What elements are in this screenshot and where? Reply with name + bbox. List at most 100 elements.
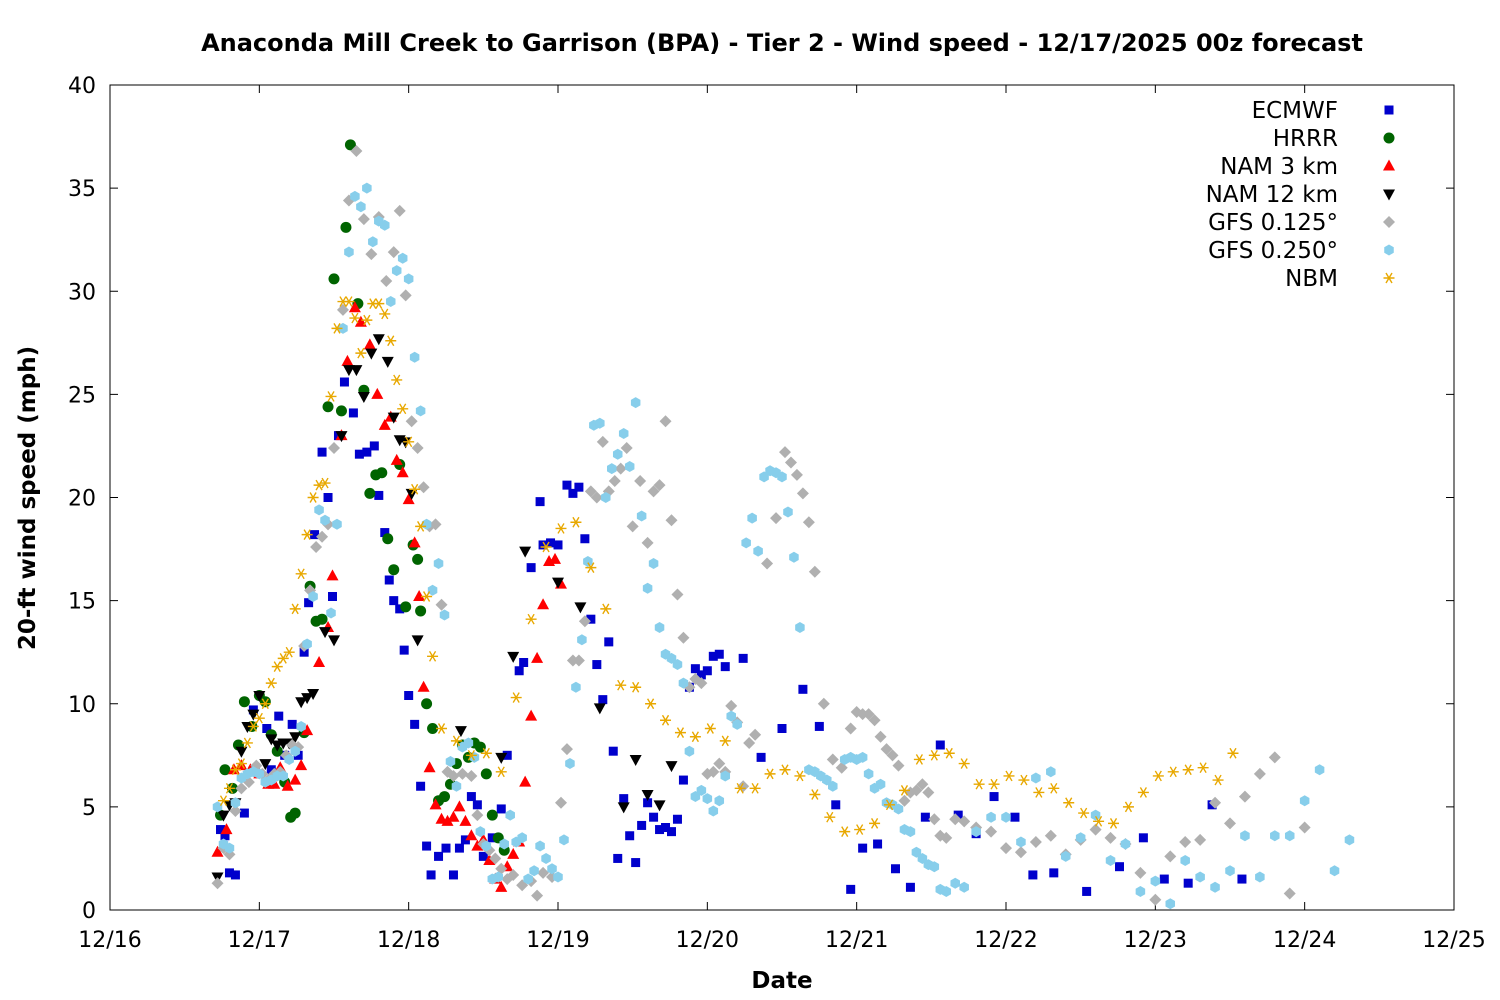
data-point bbox=[922, 786, 935, 799]
data-point bbox=[601, 492, 611, 503]
data-point bbox=[618, 428, 629, 440]
data-point bbox=[283, 646, 295, 658]
legend-marker bbox=[1384, 244, 1394, 256]
data-point bbox=[546, 538, 556, 548]
data-point bbox=[355, 347, 367, 359]
data-point bbox=[719, 735, 731, 747]
data-point bbox=[604, 637, 614, 647]
data-point bbox=[254, 768, 265, 780]
data-point bbox=[393, 204, 406, 217]
x-axis-ticks: 12/16 12/17 12/18 12/19 12/20 12/21 12/22 12/23… bbox=[78, 85, 1486, 953]
data-point bbox=[1268, 751, 1281, 764]
data-point bbox=[783, 506, 793, 518]
data-point bbox=[884, 799, 896, 811]
data-point bbox=[738, 653, 748, 663]
data-point bbox=[875, 778, 886, 790]
data-point bbox=[702, 666, 712, 676]
data-point bbox=[427, 584, 438, 596]
data-point bbox=[1104, 831, 1117, 844]
data-point bbox=[553, 540, 563, 550]
data-point bbox=[1237, 874, 1247, 884]
data-point bbox=[411, 442, 424, 454]
data-point bbox=[607, 463, 617, 475]
data-point bbox=[1212, 774, 1224, 786]
data-point bbox=[465, 769, 478, 782]
data-point bbox=[1270, 830, 1280, 842]
data-point bbox=[1078, 807, 1090, 819]
data-point bbox=[863, 768, 874, 780]
data-point bbox=[212, 801, 223, 813]
data-point bbox=[1240, 830, 1250, 842]
data-point bbox=[287, 719, 297, 729]
data-point bbox=[1090, 809, 1101, 821]
data-point bbox=[451, 780, 462, 792]
data-point bbox=[1018, 774, 1030, 786]
data-point bbox=[654, 621, 665, 633]
data-point bbox=[410, 719, 420, 729]
data-point bbox=[647, 485, 660, 498]
data-point bbox=[343, 296, 355, 307]
data-point bbox=[726, 710, 736, 722]
data-point bbox=[405, 415, 418, 428]
data-point bbox=[531, 651, 544, 663]
data-point bbox=[913, 754, 925, 765]
data-point bbox=[1179, 835, 1192, 848]
data-point bbox=[707, 765, 720, 778]
data-point bbox=[674, 727, 686, 738]
data-point bbox=[958, 758, 970, 769]
data-point bbox=[323, 493, 333, 502]
data-point bbox=[928, 813, 941, 826]
data-point bbox=[374, 490, 384, 500]
data-point bbox=[971, 826, 981, 838]
x-tick-label: 12/17 bbox=[228, 928, 291, 953]
data-point bbox=[749, 728, 762, 741]
data-point bbox=[857, 751, 868, 763]
data-point bbox=[1152, 770, 1164, 782]
data-point bbox=[630, 681, 642, 693]
data-point bbox=[453, 800, 466, 812]
data-point bbox=[890, 864, 900, 874]
data-point bbox=[441, 814, 454, 826]
data-point bbox=[1283, 887, 1296, 900]
data-point bbox=[523, 873, 533, 885]
data-point bbox=[262, 724, 272, 733]
data-point bbox=[421, 698, 433, 710]
data-point bbox=[265, 677, 277, 689]
data-point bbox=[690, 664, 700, 674]
data-point bbox=[592, 660, 602, 670]
data-point bbox=[448, 870, 458, 880]
data-point bbox=[704, 723, 716, 734]
data-point bbox=[666, 652, 677, 664]
data-point bbox=[583, 555, 593, 567]
data-point bbox=[1114, 862, 1124, 872]
data-point bbox=[439, 791, 451, 803]
data-point bbox=[495, 880, 508, 892]
data-point bbox=[637, 820, 647, 830]
data-point bbox=[349, 312, 361, 324]
data-point bbox=[310, 530, 320, 540]
data-point bbox=[313, 656, 326, 667]
data-point bbox=[433, 558, 444, 569]
data-point bbox=[341, 354, 354, 366]
data-point bbox=[794, 770, 806, 782]
data-point bbox=[253, 712, 265, 724]
data-point bbox=[502, 750, 512, 760]
data-point bbox=[344, 246, 354, 258]
data-point bbox=[399, 289, 412, 302]
data-point bbox=[415, 605, 427, 617]
data-point bbox=[1182, 764, 1194, 776]
y-tick-label: 5 bbox=[82, 796, 96, 821]
data-point bbox=[916, 778, 929, 791]
y-axis-ticks: 0 5 10 15 20 25 30 35 40 bbox=[68, 74, 1454, 924]
data-point bbox=[653, 800, 666, 812]
data-point bbox=[295, 759, 308, 771]
data-point bbox=[362, 182, 372, 194]
data-point bbox=[593, 703, 606, 715]
data-point bbox=[335, 431, 348, 443]
data-point bbox=[553, 871, 563, 883]
data-point bbox=[1210, 881, 1220, 893]
data-point bbox=[565, 758, 575, 770]
data-point bbox=[1238, 790, 1251, 803]
data-point bbox=[369, 441, 379, 451]
